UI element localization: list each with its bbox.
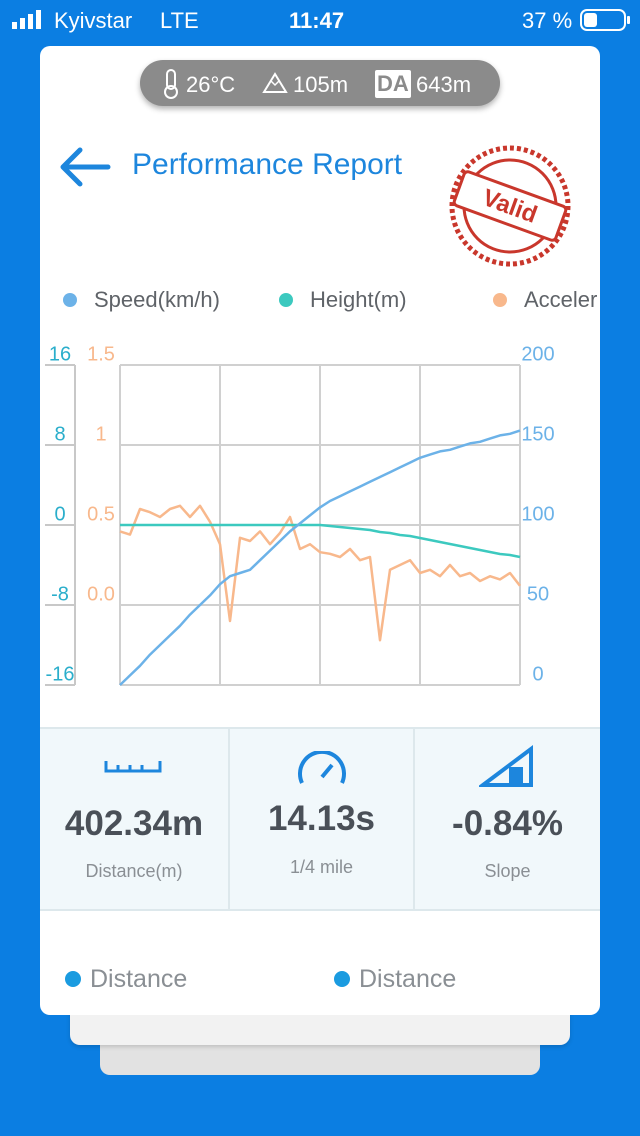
tick-label: 8 bbox=[54, 423, 65, 445]
clock: 11:47 bbox=[289, 8, 345, 33]
series-line bbox=[119, 504, 521, 642]
tick-label: 0.5 bbox=[87, 503, 115, 525]
stat-label: 1/4 mile bbox=[289, 857, 354, 877]
back-button[interactable] bbox=[58, 145, 112, 189]
legend-label: Acceler bbox=[524, 287, 597, 312]
tick-label: 200 bbox=[521, 343, 554, 365]
network: LTE bbox=[160, 8, 199, 33]
signal-icon bbox=[12, 10, 41, 29]
legend-label: Distance bbox=[359, 965, 457, 993]
stat-cell: 14.13s 1/4 mile bbox=[230, 729, 415, 909]
gauge-icon bbox=[298, 751, 346, 784]
tick-label: -16 bbox=[46, 663, 75, 685]
legend-label: Distance bbox=[90, 965, 188, 993]
legend-label: Height(m) bbox=[310, 287, 407, 312]
battery-icon bbox=[580, 9, 630, 31]
series-line bbox=[120, 523, 521, 559]
tick-label: 100 bbox=[521, 503, 554, 525]
thermometer-icon bbox=[164, 69, 178, 99]
tick-label: 150 bbox=[521, 423, 554, 445]
stat-value: 14.13s bbox=[267, 799, 376, 838]
carrier: Kyivstar bbox=[54, 8, 133, 33]
battery-percent: 37 % bbox=[522, 8, 573, 33]
tick-label: 1 bbox=[95, 423, 106, 445]
valid-stamp: Valid bbox=[449, 145, 571, 267]
altitude-icon bbox=[262, 72, 288, 93]
legend-dot bbox=[63, 293, 77, 307]
page-title: Performance Report bbox=[132, 148, 403, 181]
stat-value: 402.34m bbox=[64, 804, 204, 843]
tick-label: 0 bbox=[532, 663, 543, 685]
legend-dot bbox=[334, 971, 350, 987]
legend-dot bbox=[279, 293, 293, 307]
tick-label: 16 bbox=[49, 343, 71, 365]
temperature: 26°C bbox=[186, 72, 236, 97]
stat-cell: -0.84% Slope bbox=[415, 729, 600, 909]
legend-label: Speed(km/h) bbox=[94, 287, 220, 312]
stat-label: Slope bbox=[484, 861, 531, 881]
conditions-pill: 26°C 105m DA 643m bbox=[140, 60, 500, 106]
tick-label: 1.5 bbox=[87, 343, 115, 365]
ruler-icon bbox=[104, 761, 162, 773]
altitude: 105m bbox=[293, 72, 349, 97]
stat-label: Distance(m) bbox=[85, 861, 183, 881]
tick-label: 0.0 bbox=[87, 583, 115, 605]
da-badge: DA bbox=[375, 70, 411, 98]
chart: -16 -8 0 8 16 0.0 0.5 1 1.5 0 50 100 150 200 Speed(km/… bbox=[45, 287, 597, 686]
slope-icon bbox=[479, 745, 533, 787]
legend-dot bbox=[65, 971, 81, 987]
tick-label: -8 bbox=[51, 583, 69, 605]
tick-label: 0 bbox=[54, 503, 65, 525]
series-line bbox=[119, 429, 521, 686]
density-altitude: 643m bbox=[416, 72, 472, 97]
legend-dot bbox=[493, 293, 507, 307]
stat-cell: 402.34m Distance(m) bbox=[40, 729, 230, 909]
tick-label: 50 bbox=[527, 583, 549, 605]
stat-value: -0.84% bbox=[452, 804, 563, 843]
stats-panel: 402.34m Distance(m) 14.13s 1/4 mile -0.8… bbox=[40, 727, 600, 911]
